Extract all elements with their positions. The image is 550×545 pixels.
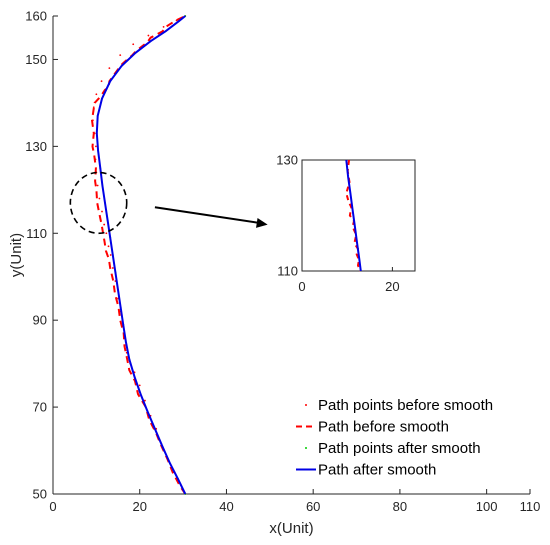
data-point <box>119 54 122 57</box>
legend: Path points before smooth Path before smo… <box>296 397 493 479</box>
series-line-solid <box>95 15 187 495</box>
legend-swatch-point <box>305 447 307 449</box>
inset-axes: 0 20 110 130 <box>276 153 416 294</box>
x-tick-label: 100 <box>476 499 498 514</box>
y-tick-label: 110 <box>26 226 47 241</box>
legend-swatch-point <box>305 404 307 406</box>
data-point <box>147 34 150 37</box>
data-point <box>108 67 111 70</box>
series-2 <box>95 15 187 495</box>
data-point <box>95 145 97 148</box>
data-point <box>105 232 108 235</box>
data-point <box>144 399 146 402</box>
y-tick-label: 50 <box>33 487 47 502</box>
legend-label: Path points before smooth <box>318 397 493 414</box>
legend-item: Path after smooth <box>296 462 436 479</box>
legend-label: Path before smooth <box>318 419 449 436</box>
inset-after-line <box>345 159 362 272</box>
data-point <box>103 223 106 226</box>
data-point <box>95 93 98 96</box>
data-point <box>92 106 95 109</box>
x-tick-label: 0 <box>49 499 56 514</box>
data-point <box>162 25 165 28</box>
x-tick-label: 20 <box>132 499 146 514</box>
inset-before-line <box>345 159 362 272</box>
zoom-circle <box>69 171 128 235</box>
data-point <box>107 245 110 248</box>
data-point <box>132 43 135 46</box>
main-axes: 0 20 40 60 80 100 110 50 70 90 110 130 150 160 x(Unit)… <box>8 9 540 538</box>
x-tick-label: 80 <box>393 499 407 514</box>
inset-y-tick-label: 110 <box>277 264 298 279</box>
data-point <box>100 80 103 83</box>
y-tick-label: 150 <box>25 52 47 67</box>
series-line-dashed <box>90 15 187 495</box>
legend-item: Path points before smooth <box>305 397 493 414</box>
series-3 <box>95 15 187 495</box>
data-point <box>96 184 99 187</box>
data-point <box>111 267 114 269</box>
x-tick-label: 40 <box>219 499 233 514</box>
y-axis-title: y(Unit) <box>8 233 25 277</box>
x-tick-label: 60 <box>306 499 320 514</box>
series-0 <box>91 15 187 495</box>
data-point <box>138 384 141 387</box>
x-tick-label: 110 <box>520 499 541 514</box>
zoom-arrow-head <box>256 217 268 228</box>
inset-y-tick-label: 130 <box>276 153 298 168</box>
inset-x-tick-label: 0 <box>298 279 305 294</box>
data-point <box>98 197 101 200</box>
inset-x-tick-label: 20 <box>385 279 399 294</box>
y-tick-label: 130 <box>25 139 47 154</box>
x-axis-title: x(Unit) <box>269 520 313 537</box>
zoom-annotation <box>69 171 268 235</box>
data-point <box>101 210 103 213</box>
series-1 <box>90 15 187 495</box>
legend-item: Path before smooth <box>296 419 449 436</box>
zoom-arrow-shaft <box>154 206 261 225</box>
y-tick-label: 90 <box>33 313 47 328</box>
legend-label: Path points after smooth <box>318 440 481 457</box>
main-plot-area <box>90 15 187 495</box>
legend-item: Path points after smooth <box>305 440 481 457</box>
data-point <box>109 254 112 256</box>
y-tick-label: 160 <box>25 9 47 24</box>
legend-label: Path after smooth <box>318 462 436 479</box>
y-tick-label: 70 <box>33 400 47 415</box>
